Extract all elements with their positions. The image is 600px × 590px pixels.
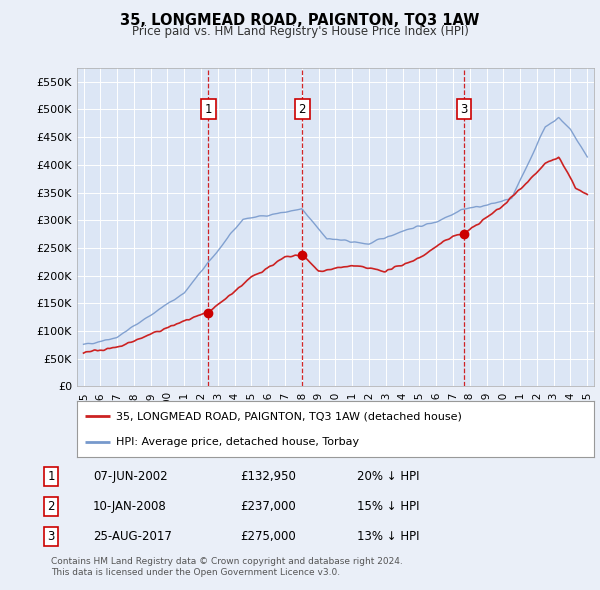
Text: HPI: Average price, detached house, Torbay: HPI: Average price, detached house, Torb… [116, 437, 359, 447]
Text: 20% ↓ HPI: 20% ↓ HPI [357, 470, 419, 483]
Text: 15% ↓ HPI: 15% ↓ HPI [357, 500, 419, 513]
Text: This data is licensed under the Open Government Licence v3.0.: This data is licensed under the Open Gov… [51, 568, 340, 577]
Text: £275,000: £275,000 [240, 530, 296, 543]
Text: 35, LONGMEAD ROAD, PAIGNTON, TQ3 1AW: 35, LONGMEAD ROAD, PAIGNTON, TQ3 1AW [121, 13, 479, 28]
Text: 13% ↓ HPI: 13% ↓ HPI [357, 530, 419, 543]
Text: 10-JAN-2008: 10-JAN-2008 [93, 500, 167, 513]
Text: 3: 3 [47, 530, 55, 543]
Text: £132,950: £132,950 [240, 470, 296, 483]
Text: 25-AUG-2017: 25-AUG-2017 [93, 530, 172, 543]
Text: 35, LONGMEAD ROAD, PAIGNTON, TQ3 1AW (detached house): 35, LONGMEAD ROAD, PAIGNTON, TQ3 1AW (de… [116, 411, 461, 421]
Text: 1: 1 [47, 470, 55, 483]
Text: 2: 2 [299, 103, 306, 116]
Text: £237,000: £237,000 [240, 500, 296, 513]
Text: 2: 2 [47, 500, 55, 513]
Text: 1: 1 [205, 103, 212, 116]
Text: Contains HM Land Registry data © Crown copyright and database right 2024.: Contains HM Land Registry data © Crown c… [51, 558, 403, 566]
Text: Price paid vs. HM Land Registry's House Price Index (HPI): Price paid vs. HM Land Registry's House … [131, 25, 469, 38]
Text: 07-JUN-2002: 07-JUN-2002 [93, 470, 167, 483]
Text: 3: 3 [460, 103, 467, 116]
